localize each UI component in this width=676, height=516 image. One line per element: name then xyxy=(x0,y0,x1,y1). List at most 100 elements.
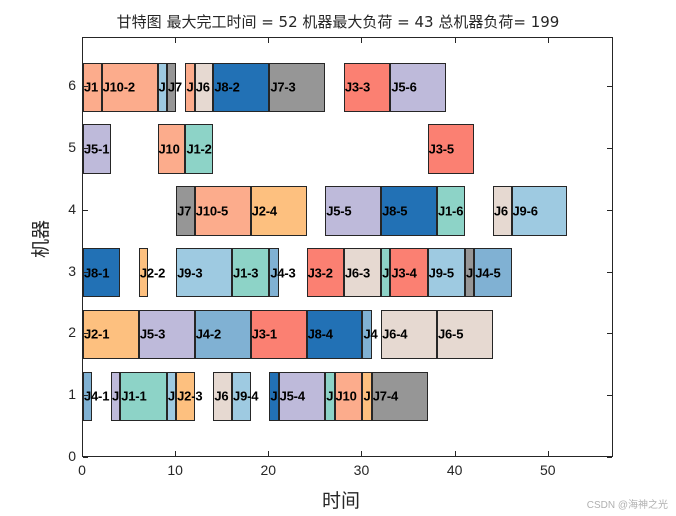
y-tick-label: 1 xyxy=(68,386,76,403)
task-bar: J2-3 xyxy=(176,371,203,421)
task-label: J9-3 xyxy=(177,265,203,281)
task-label: J4-1 xyxy=(84,388,110,404)
x-tick-mark xyxy=(547,451,549,456)
task-bar: J xyxy=(362,371,372,421)
task-label: J xyxy=(111,388,119,404)
y-tick-mark xyxy=(83,333,88,335)
task-bar: J10 xyxy=(334,371,363,421)
task-bar: J1-1 xyxy=(120,371,167,421)
task-label: J3-4 xyxy=(391,265,417,281)
task-label: J9-4 xyxy=(233,388,259,404)
y-tick-mark xyxy=(607,209,612,211)
task-label: J1-2 xyxy=(186,141,212,157)
y-tick-label: 5 xyxy=(68,139,76,156)
task-bar: J5-4 xyxy=(278,371,326,421)
task-label: J xyxy=(363,388,371,404)
task-label: J5-4 xyxy=(279,388,305,404)
task-bar: J3-3 xyxy=(343,62,391,113)
y-tick-mark xyxy=(607,333,612,335)
y-tick-mark xyxy=(607,148,612,150)
task-label: J5-5 xyxy=(326,203,352,219)
y-tick-label: 0 xyxy=(68,448,76,464)
x-tick-mark xyxy=(175,38,177,43)
task-bar: J6 xyxy=(213,371,233,421)
task-label: J4 xyxy=(363,326,378,342)
x-tick-mark xyxy=(454,451,456,456)
x-tick-mark xyxy=(175,451,177,456)
task-bar: J xyxy=(185,62,195,113)
task-bar: J4-3 xyxy=(269,248,296,298)
x-tick-mark xyxy=(361,38,363,43)
task-label: J9-6 xyxy=(512,203,538,219)
task-label: J8-2 xyxy=(214,79,240,95)
y-tick-label: 6 xyxy=(68,77,76,94)
task-bar: J10-2 xyxy=(101,62,158,113)
task-bar: J2-2 xyxy=(138,248,165,298)
task-label: J5-1 xyxy=(84,141,110,157)
task-bar: J10-5 xyxy=(194,186,251,236)
task-bar: J2-1 xyxy=(83,309,139,360)
task-label: J4-3 xyxy=(270,265,296,281)
task-bar: J xyxy=(269,371,279,421)
task-label: J4-2 xyxy=(195,326,222,342)
x-tick-label: 50 xyxy=(539,462,556,478)
task-bar: J xyxy=(381,248,391,298)
x-tick-mark xyxy=(361,451,363,456)
task-label: J10 xyxy=(158,141,180,157)
task-bar: J7 xyxy=(166,62,182,113)
task-bar: J3-2 xyxy=(306,248,344,298)
task-label: J8-1 xyxy=(84,265,110,281)
y-tick-label: 2 xyxy=(68,324,76,341)
task-label: J xyxy=(186,79,194,95)
task-bar: J1 xyxy=(83,62,102,113)
task-label: J7 xyxy=(177,203,192,219)
task-label: J1-3 xyxy=(233,265,259,281)
y-tick-label: 3 xyxy=(68,262,76,279)
y-tick-mark xyxy=(607,395,612,397)
task-bar: J6 xyxy=(492,186,512,236)
watermark: CSDN @海神之光 xyxy=(586,500,668,511)
task-bar: J6-3 xyxy=(343,248,382,298)
task-label: J9-5 xyxy=(428,265,454,281)
task-bar: J4-2 xyxy=(194,309,251,360)
task-label: J5-3 xyxy=(139,326,166,342)
task-label: J10-2 xyxy=(102,79,135,95)
task-bar: J7 xyxy=(176,186,195,236)
task-bar: J xyxy=(166,371,177,421)
task-bar: J8-1 xyxy=(83,248,121,298)
y-tick-label: 4 xyxy=(68,200,76,217)
y-tick-mark xyxy=(83,271,88,273)
task-label: J7-4 xyxy=(372,388,399,404)
task-bar: J8-4 xyxy=(306,309,363,360)
x-tick-mark xyxy=(82,451,83,456)
task-label: J5-6 xyxy=(391,79,417,95)
x-tick-mark xyxy=(268,38,270,43)
x-tick-mark xyxy=(82,38,83,43)
x-tick-label: 40 xyxy=(446,462,463,478)
task-label: J8-5 xyxy=(382,203,408,219)
task-bar: J5-5 xyxy=(325,186,382,236)
task-label: J1-1 xyxy=(121,388,147,404)
task-label: J3-3 xyxy=(344,79,371,95)
task-bar: J6-4 xyxy=(381,309,437,360)
x-tick-mark xyxy=(454,38,456,43)
task-label: J1 xyxy=(84,79,99,95)
task-bar: J5-1 xyxy=(83,124,111,174)
task-label: J2-3 xyxy=(177,388,203,404)
task-label: J6 xyxy=(214,388,229,404)
x-axis-label: 时间 xyxy=(322,490,361,512)
plot-area: J1 J10-2 J J7 J J6 J8-2 J7-3 J3-3 J5-6 J5-1 J10 J1-2… xyxy=(82,37,613,457)
y-tick-mark xyxy=(83,457,88,458)
task-bar: J xyxy=(157,62,167,113)
task-label: J6-5 xyxy=(438,326,464,342)
task-bar: J9-3 xyxy=(176,248,233,298)
x-tick-mark xyxy=(547,38,549,43)
task-bar: J xyxy=(325,371,335,421)
task-bar: J4 xyxy=(362,309,378,360)
task-bar: J9-6 xyxy=(511,186,568,236)
y-tick-mark xyxy=(607,457,612,458)
task-bar: J1-6 xyxy=(437,186,465,236)
task-label: J10-5 xyxy=(195,203,229,219)
chart-title: 甘特图 最大完工时间 = 52 机器最大负荷 = 43 总机器负荷= 199 xyxy=(116,13,560,31)
y-tick-mark xyxy=(83,86,88,88)
